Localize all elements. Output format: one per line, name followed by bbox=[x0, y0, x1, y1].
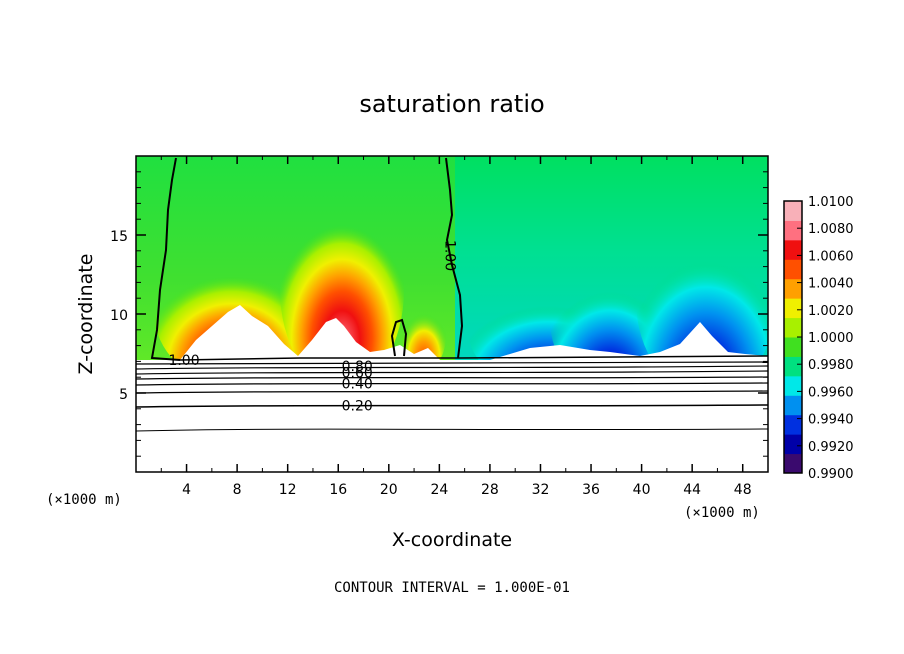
x-tick-label: 40 bbox=[633, 482, 651, 498]
colorbar-label: 0.9900 bbox=[808, 467, 854, 482]
contour-label: 0.40 bbox=[342, 377, 373, 393]
plot-area bbox=[136, 156, 768, 472]
colorbar-label: 0.9960 bbox=[808, 385, 854, 400]
colorbar-swatch bbox=[784, 239, 802, 260]
contour-line bbox=[136, 382, 768, 386]
y-tick-label: 10 bbox=[110, 308, 128, 324]
contour-interval-note: CONTOUR INTERVAL = 1.000E-01 bbox=[334, 580, 570, 596]
colorbar-swatch bbox=[784, 278, 802, 299]
colorbar-swatch bbox=[784, 434, 802, 455]
contour-line-1.00-base bbox=[179, 355, 768, 361]
x-tick-label: 8 bbox=[233, 482, 242, 498]
contour-line bbox=[136, 404, 768, 408]
x-unit-label-right: (×1000 m) bbox=[684, 505, 760, 521]
x-tick-label: 12 bbox=[279, 482, 297, 498]
colorbar-swatch bbox=[784, 453, 802, 474]
colorbar-swatch bbox=[784, 375, 802, 396]
colorbar-swatch bbox=[784, 337, 802, 357]
colorbar: 0.9900 0.9920 0.9940 0.9960 0.9980 1.0000 1.00… bbox=[783, 195, 854, 482]
y-axis-title: Z-coordinate bbox=[75, 254, 97, 375]
colorbar-label: 1.0000 bbox=[808, 331, 854, 346]
x-tick-label: 16 bbox=[329, 482, 347, 498]
x-tick-label: 28 bbox=[481, 482, 499, 498]
y-tick-label: 15 bbox=[110, 229, 128, 245]
colorbar-label: 0.9920 bbox=[808, 440, 854, 455]
contour-line-1.00-left bbox=[150, 157, 181, 361]
y-axis-ticks: 5 10 15 bbox=[110, 171, 768, 457]
contour-line bbox=[136, 390, 768, 394]
contour-label: 0.80 bbox=[342, 359, 373, 375]
contour-line-1.00-loop bbox=[390, 318, 408, 357]
colorbar-label: 1.0020 bbox=[808, 304, 854, 319]
colorbar-swatch bbox=[784, 298, 802, 319]
x-axis-title: X-coordinate bbox=[392, 529, 512, 551]
contour-line bbox=[136, 361, 768, 365]
x-tick-label: 4 bbox=[182, 482, 191, 498]
contour-labels: 1.00 1.00 0.800.600.40 0.20 bbox=[168, 240, 457, 415]
chart-title: saturation ratio bbox=[359, 90, 544, 118]
contour-line bbox=[136, 376, 768, 380]
contour-label: 0.60 bbox=[342, 365, 373, 381]
colorbar-label: 1.0060 bbox=[808, 249, 854, 264]
x-axis-ticks: 4 8 12 16 20 24 28 32 36 40 44 48 bbox=[160, 156, 752, 498]
contour-label: 0.20 bbox=[342, 399, 373, 415]
y-tick-label: 5 bbox=[119, 387, 128, 403]
colorbar-swatch bbox=[784, 259, 802, 280]
colorbar-swatch bbox=[784, 395, 802, 416]
x-tick-label: 48 bbox=[734, 482, 752, 498]
colorbar-swatch bbox=[784, 356, 802, 377]
supersaturated-plume-3 bbox=[402, 299, 446, 371]
colorbar-label: 1.0080 bbox=[808, 222, 854, 237]
lower-layer bbox=[136, 305, 768, 472]
colorbar-label: 0.9940 bbox=[808, 413, 854, 428]
contour-line-1.00-right bbox=[445, 157, 464, 359]
colorbar-label: 0.9980 bbox=[808, 358, 854, 373]
contour-line bbox=[136, 428, 768, 432]
colorbar-swatch bbox=[784, 201, 802, 221]
contour-line bbox=[136, 370, 768, 375]
colorbar-swatch bbox=[784, 317, 802, 338]
subsaturated-region-3 bbox=[636, 205, 768, 395]
colorbar-label: 1.0040 bbox=[808, 277, 854, 292]
colorbar-label: 1.0100 bbox=[808, 195, 854, 210]
x-tick-label: 44 bbox=[683, 482, 701, 498]
x-tick-label: 20 bbox=[380, 482, 398, 498]
x-tick-label: 36 bbox=[582, 482, 600, 498]
contour-label: 1.00 bbox=[442, 240, 458, 271]
contour-line bbox=[136, 365, 768, 370]
x-unit-label-left: (×1000 m) bbox=[46, 492, 122, 508]
x-tick-label: 32 bbox=[532, 482, 550, 498]
x-tick-label: 24 bbox=[430, 482, 448, 498]
colorbar-swatch bbox=[784, 220, 802, 241]
contour-label: 1.00 bbox=[168, 353, 199, 369]
colorbar-swatch bbox=[784, 414, 802, 435]
supersaturated-plume-2 bbox=[280, 192, 404, 388]
